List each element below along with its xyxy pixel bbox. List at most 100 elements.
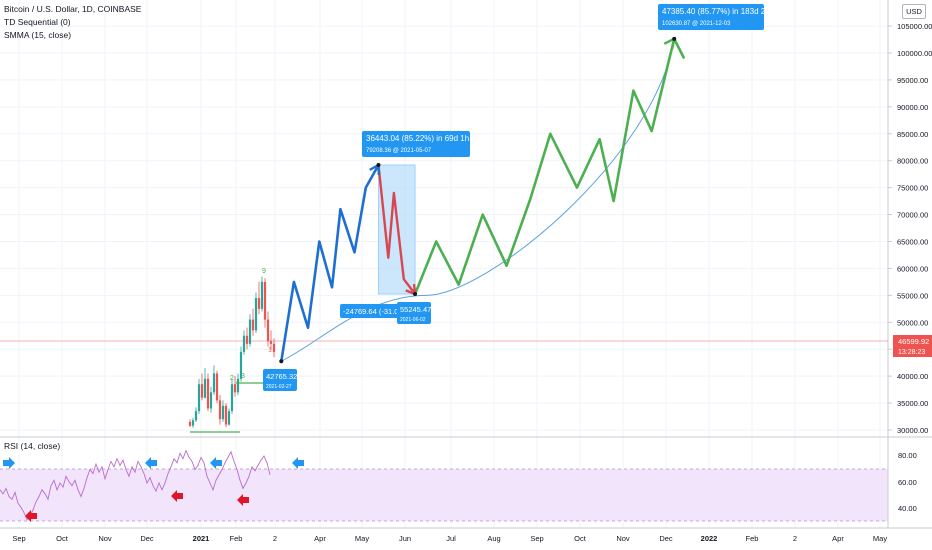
projection-blue-path[interactable]: [280, 164, 380, 362]
candle-body: [218, 400, 222, 420]
time-axis[interactable]: Sep Oct Nov Dec 2021 Feb 2 Apr May Jun Jul Aug Sep Oc…: [12, 534, 887, 543]
rsi-arrow-left: [237, 494, 249, 506]
y-tick-label: 40000.00: [897, 372, 928, 381]
candle-body: [227, 411, 231, 425]
x-tick-label: Apr: [314, 534, 326, 543]
indicator-smma[interactable]: SMMA (15, close): [4, 30, 72, 40]
y-tick-label: 105000.00: [897, 22, 932, 31]
callout-low[interactable]: 55245.47 2021-06-02: [397, 302, 431, 324]
candle-body: [188, 421, 192, 426]
rsi-arrow-left: [25, 510, 37, 522]
x-tick-label: 2021: [193, 534, 210, 543]
anchor-dot: [672, 36, 677, 41]
rsi-band: [0, 469, 888, 521]
x-tick-label: Apr: [832, 534, 844, 543]
rsi-label[interactable]: RSI (14, close): [4, 441, 61, 451]
x-tick-label: Dec: [140, 534, 154, 543]
x-tick-label: Sep: [12, 534, 25, 543]
candle-body: [215, 373, 219, 401]
candle-body: [239, 351, 243, 379]
candle-body: [248, 319, 252, 344]
callout-drop[interactable]: -24769.64 (-31.01%): [340, 304, 412, 318]
candle-body: [272, 343, 276, 352]
rsi-signal-arrows: [3, 457, 304, 522]
horizontal-grid: [0, 25, 888, 431]
svg-text:9: 9: [262, 268, 266, 275]
x-tick-label: Feb: [746, 534, 759, 543]
candle-body: [212, 373, 216, 393]
candle-body: [221, 405, 225, 420]
candle-body: [266, 319, 270, 342]
candle-body: [242, 335, 246, 352]
anchor-dot: [413, 292, 418, 297]
callout-drop-line1: -24769.64 (-31.01%): [343, 307, 412, 316]
callout-mid-line1: 36443.04 (85.22%) in 69d 1h: [366, 134, 469, 143]
projection-red-path[interactable]: [377, 164, 417, 295]
rsi-tick-80: 80.00: [898, 451, 917, 460]
x-tick-label: Nov: [98, 534, 112, 543]
candle-body: [191, 420, 195, 426]
current-price-badge: 46599.92 13:28:23: [893, 335, 932, 357]
projection-green-path[interactable]: [413, 37, 686, 295]
candle-body: [206, 378, 210, 409]
price-axis[interactable]: 30000.0035000.0040000.0045000.0050000.00…: [888, 22, 932, 435]
y-tick-label: 100000.00: [897, 49, 932, 58]
price-badge-countdown: 13:28:23: [898, 349, 925, 356]
candle-body: [257, 298, 261, 309]
x-tick-label: Jul: [446, 534, 456, 543]
x-tick-label: Sep: [530, 534, 543, 543]
rsi-arrow-left: [145, 457, 157, 469]
rsi-arrow-left: [292, 457, 304, 469]
measure-box[interactable]: [378, 164, 416, 295]
y-tick-label: 30000.00: [897, 426, 928, 435]
x-tick-label: Aug: [487, 534, 500, 543]
callout-top-line2: 102630.87 @ 2021-12-03: [662, 21, 731, 27]
candle-body: [251, 319, 255, 331]
candle-body: [254, 298, 258, 331]
rsi-tick-60: 60.00: [898, 478, 917, 487]
callout-top[interactable]: 47385.40 (85.77%) in 183d 23h 102630.87 …: [658, 4, 774, 30]
x-tick-label: Jun: [399, 534, 411, 543]
y-tick-label: 55000.00: [897, 291, 928, 300]
y-tick-label: 65000.00: [897, 238, 928, 247]
rsi-arrow-right: [3, 457, 15, 469]
y-tick-label: 95000.00: [897, 76, 928, 85]
anchor-dot: [376, 162, 381, 167]
anchor-dot: [279, 359, 284, 364]
x-tick-label: Nov: [616, 534, 630, 543]
x-tick-label: 2: [793, 534, 797, 543]
rsi-tick-40: 40.00: [898, 504, 917, 513]
x-tick-label: Feb: [230, 534, 243, 543]
indicator-td-sequential[interactable]: TD Sequential (0): [4, 17, 71, 27]
y-tick-label: 75000.00: [897, 184, 928, 193]
y-tick-label: 70000.00: [897, 211, 928, 220]
y-tick-label: 50000.00: [897, 318, 928, 327]
svg-text:2: 2: [230, 375, 234, 382]
svg-text:3: 3: [241, 373, 245, 380]
y-tick-label: 35000.00: [897, 399, 928, 408]
candle-body: [224, 405, 228, 425]
candle-body: [209, 392, 213, 409]
callout-low-line1: 55245.47: [400, 305, 431, 314]
callout-start[interactable]: 42765.32 2021-02-27: [263, 369, 297, 391]
td-sequential-markers: 2 3 9 1: [190, 268, 272, 433]
y-tick-label: 85000.00: [897, 130, 928, 139]
callout-mid[interactable]: 36443.04 (85.22%) in 69d 1h 79208.36 @ 2…: [362, 131, 470, 157]
candle-body: [236, 378, 240, 393]
x-tick-label: May: [355, 534, 369, 543]
svg-text:1: 1: [268, 347, 272, 354]
chart-title: Bitcoin / U.S. Dollar, 1D, COINBASE: [4, 4, 142, 14]
y-tick-label: 90000.00: [897, 103, 928, 112]
rsi-line: [0, 449, 271, 521]
currency-button[interactable]: USD: [902, 4, 926, 19]
callout-start-line2: 2021-02-27: [266, 384, 292, 390]
y-tick-label: 80000.00: [897, 157, 928, 166]
candle-body: [245, 335, 249, 344]
candle-body: [233, 384, 237, 393]
rsi-arrow-left: [210, 457, 222, 469]
candle-body: [197, 384, 201, 412]
rsi-axis: 80.00 60.00 40.00: [898, 451, 917, 513]
x-tick-label: 2: [273, 534, 277, 543]
candle-body: [260, 281, 264, 309]
